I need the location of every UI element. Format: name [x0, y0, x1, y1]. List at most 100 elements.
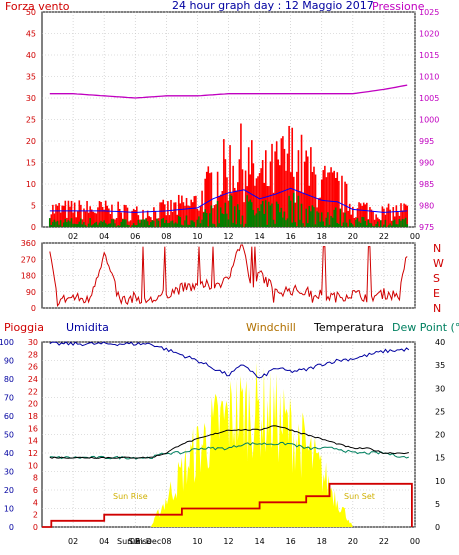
temp-tick: 0 — [435, 523, 440, 532]
right-tick-top: 995 — [419, 137, 434, 146]
compass-w: W — [433, 257, 444, 270]
tick-layer: 0510152025303540455097598098599099510001… — [0, 8, 445, 546]
temp-tick: 20 — [435, 431, 445, 440]
rain-tick: 4 — [33, 498, 38, 507]
humidity-tick: 100 — [0, 338, 14, 347]
legend-windchill: Windchill — [246, 321, 296, 334]
wind-average-line — [49, 187, 408, 213]
x-tick-top: 12 — [223, 232, 233, 241]
x-tick-top: 16 — [286, 232, 296, 241]
left-title: Forza vento — [5, 0, 70, 13]
temp-tick: 35 — [435, 361, 445, 370]
humidity-tick: 10 — [4, 505, 14, 514]
rain-tick: 22 — [28, 387, 38, 396]
dir-tick: 90 — [26, 288, 36, 297]
temp-tick: 30 — [435, 384, 445, 393]
rain-tick: 8 — [33, 474, 38, 483]
x-tick-bottom: 00 — [410, 537, 420, 546]
rain-tick: 6 — [33, 486, 38, 495]
left-tick-top: 30 — [26, 94, 36, 103]
right-tick-top: 985 — [419, 180, 434, 189]
x-tick-top: 00 — [410, 232, 420, 241]
x-tick-bottom: 20 — [348, 537, 358, 546]
temp-tick: 40 — [435, 338, 445, 347]
x-tick-bottom: 04 — [99, 537, 109, 546]
legend-rain: Pioggia — [4, 321, 44, 334]
temp-tick: 5 — [435, 500, 440, 509]
x-tick-top: 14 — [254, 232, 264, 241]
rain-tick: 28 — [28, 350, 38, 359]
dir-tick: 360 — [21, 239, 36, 248]
x-tick-top: 06 — [130, 232, 140, 241]
right-tick-top: 1005 — [419, 94, 439, 103]
rain-tick: 30 — [28, 338, 38, 347]
left-tick-top: 35 — [26, 73, 36, 82]
x-tick-top: 10 — [192, 232, 202, 241]
left-tick-top: 5 — [31, 202, 36, 211]
x-tick-bottom: 06 — [130, 537, 140, 546]
x-tick-bottom: 22 — [379, 537, 389, 546]
x-tick-bottom: 08 — [161, 537, 171, 546]
compass-n1: N — [433, 242, 441, 255]
right-tick-top: 1020 — [419, 30, 439, 39]
rain-tick: 24 — [28, 375, 38, 384]
right-tick-top: 1015 — [419, 51, 439, 60]
humidity-line — [49, 341, 410, 379]
humidity-tick: 20 — [4, 486, 14, 495]
right-title: Pressione — [372, 0, 425, 13]
humidity-tick: 60 — [4, 412, 14, 421]
left-tick-top: 20 — [26, 137, 36, 146]
left-tick-top: 45 — [26, 30, 36, 39]
left-tick-top: 50 — [26, 8, 36, 17]
compass-n2: N — [433, 302, 441, 315]
x-tick-bottom: 02 — [68, 537, 78, 546]
humidity-tick: 90 — [4, 357, 14, 366]
compass-s: S — [433, 272, 440, 285]
pressure-line — [49, 84, 408, 99]
rain-tick: 14 — [28, 437, 38, 446]
x-tick-top: 18 — [317, 232, 327, 241]
sun-set-label: Sun Set — [344, 492, 375, 501]
temp-tick: 15 — [435, 454, 445, 463]
temp-tick: 10 — [435, 477, 445, 486]
legend-dewpoint: Dew Point (°C — [392, 321, 459, 334]
right-tick-top: 980 — [419, 202, 434, 211]
left-tick-top: 10 — [26, 180, 36, 189]
humidity-tick: 0 — [9, 523, 14, 532]
temperature-line — [49, 425, 409, 459]
rain-tick: 26 — [28, 363, 38, 372]
x-tick-bottom: 12 — [223, 537, 233, 546]
x-tick-top: 02 — [68, 232, 78, 241]
left-tick-top: 15 — [26, 159, 36, 168]
rain-tick: 0 — [33, 523, 38, 532]
right-tick-top: 975 — [419, 223, 434, 232]
x-tick-top: 20 — [348, 232, 358, 241]
left-tick-top: 0 — [31, 223, 36, 232]
x-tick-bottom: 10 — [192, 537, 202, 546]
sun-rise-label: Sun Rise — [113, 492, 148, 501]
x-tick-bottom: 18 — [317, 537, 327, 546]
sun-axis-clutter-1: Sun Rise — [117, 537, 152, 546]
humidity-tick: 70 — [4, 394, 14, 403]
data-layer — [42, 84, 413, 528]
sun-axis-clutter-2: Sun Dec — [128, 537, 161, 546]
dewpoint-line — [49, 441, 409, 460]
legend-temperature: Temperatura — [313, 321, 384, 334]
humidity-tick: 40 — [4, 449, 14, 458]
x-tick-top: 08 — [161, 232, 171, 241]
humidity-tick: 30 — [4, 468, 14, 477]
legend-humidity: Umidita — [66, 321, 109, 334]
rain-tick: 12 — [28, 449, 38, 458]
left-tick-top: 25 — [26, 116, 36, 125]
rain-tick: 20 — [28, 400, 38, 409]
rain-tick: 18 — [28, 412, 38, 421]
x-tick-bottom: 14 — [254, 537, 264, 546]
center-title: 24 hour graph day : 12 Maggio 2017 — [172, 0, 374, 12]
temp-tick: 25 — [435, 407, 445, 416]
right-tick-top: 1000 — [419, 116, 439, 125]
dir-tick: 180 — [21, 272, 36, 281]
right-tick-top: 1010 — [419, 73, 439, 82]
x-tick-bottom: 16 — [286, 537, 296, 546]
x-tick-top: 22 — [379, 232, 389, 241]
